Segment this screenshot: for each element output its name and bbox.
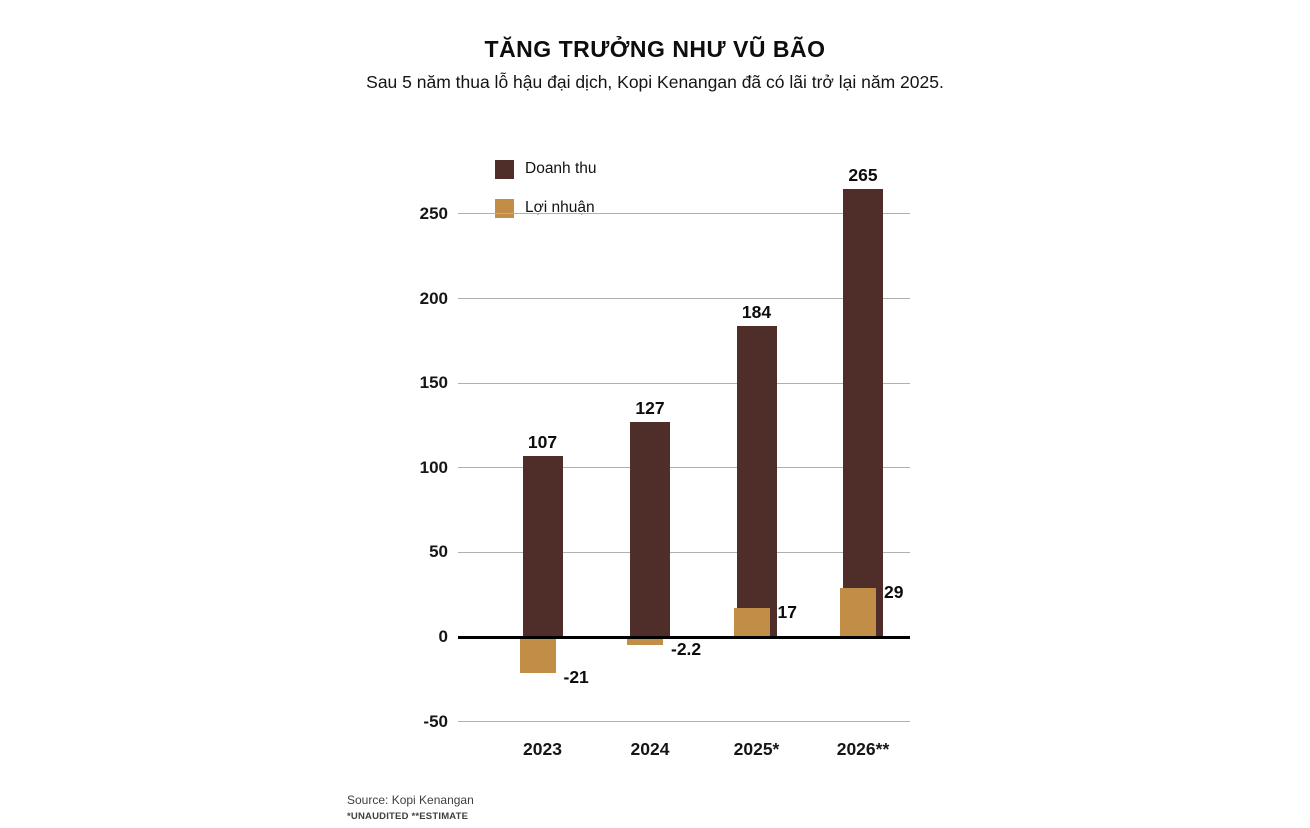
y-axis-label: 200 [419, 288, 448, 308]
profit-bar [627, 637, 663, 645]
x-axis-label: 2024 [630, 739, 670, 759]
gridline [458, 382, 910, 384]
chart-subtitle: Sau 5 năm thua lỗ hậu đại dịch, Kopi Ken… [366, 72, 944, 92]
x-axis-label: 2025* [733, 739, 780, 759]
y-axis-label: 100 [419, 457, 448, 477]
footnote-text: *UNAUDITED **ESTIMATE [347, 811, 469, 822]
y-axis-label: 250 [419, 203, 448, 223]
gridline [458, 551, 910, 553]
gridline [458, 298, 910, 300]
gridline [458, 467, 910, 469]
legend-item-revenue: Doanh thu [495, 159, 597, 179]
gridline [458, 213, 910, 215]
revenue-value-label: 184 [741, 301, 772, 322]
legend-label-revenue: Doanh thu [525, 160, 597, 177]
legend: Doanh thu Lợi nhuận [495, 159, 597, 237]
profit-value-label: 29 [884, 581, 904, 602]
profit-value-label: -21 [563, 666, 589, 687]
legend-label-profit: Lợi nhuận [525, 199, 595, 216]
profit-bar [733, 608, 770, 637]
revenue-bar [630, 422, 670, 637]
profit-swatch-icon [495, 198, 514, 218]
revenue-swatch-icon [495, 159, 514, 179]
revenue-value-label: 127 [635, 398, 665, 419]
profit-bar [840, 587, 876, 637]
x-axis-label: 2023 [523, 739, 562, 759]
y-axis-label: 50 [429, 542, 448, 562]
revenue-bar [843, 188, 883, 637]
revenue-bar [736, 325, 777, 637]
y-axis-label: -50 [423, 711, 448, 731]
x-axis-label: 2026** [836, 739, 890, 759]
source-text: Source: Kopi Kenangan [347, 793, 474, 807]
source-block: Source: Kopi Kenangan *UNAUDITED **ESTIM… [347, 793, 474, 822]
profit-value-label: 17 [777, 602, 797, 623]
chart-header: TĂNG TRƯỞNG NHƯ VŨ BÃO Sau 5 năm thua lỗ… [0, 36, 1310, 93]
zero-axis-line [458, 635, 910, 639]
y-axis-label: 150 [419, 373, 448, 393]
gridline [458, 721, 910, 723]
chart-title: TĂNG TRƯỞNG NHƯ VŨ BÃO [484, 36, 826, 62]
y-axis-label: 0 [438, 627, 448, 646]
legend-item-profit: Lợi nhuận [495, 198, 597, 218]
revenue-value-label: 107 [527, 431, 558, 452]
profit-bar [519, 637, 556, 673]
revenue-bar [522, 455, 563, 637]
revenue-value-label: 265 [848, 164, 878, 185]
profit-value-label: -2.2 [671, 639, 702, 659]
